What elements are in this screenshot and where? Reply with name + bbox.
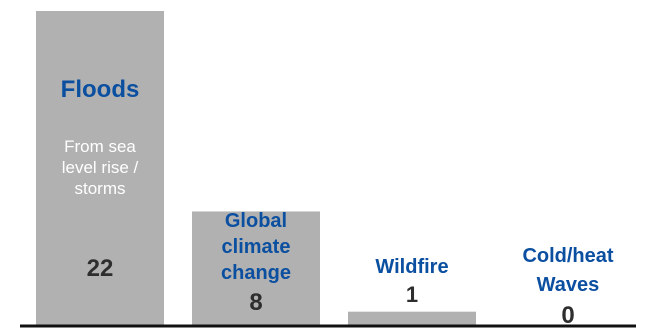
value-label-floods: 22	[87, 255, 114, 282]
bar-wildfire	[348, 311, 476, 326]
value-label-global-climate-change: 8	[249, 289, 262, 316]
bar-floods	[36, 11, 164, 326]
labels-group: Floods From sea level rise / storms 22 Global…	[61, 76, 614, 329]
value-label-wildfire: 1	[406, 282, 418, 307]
category-label-wildfire: Wildfire	[375, 256, 448, 278]
subtitle-label-floods-0: From sea	[64, 137, 136, 156]
category-label-global-climate-change-1: climate	[222, 236, 291, 258]
category-label-floods: Floods	[61, 76, 140, 103]
subtitle-label-floods-1: level rise /	[62, 158, 139, 177]
category-label-global-climate-change-2: change	[221, 262, 291, 284]
value-label-cold-heat-waves: 0	[561, 302, 574, 329]
category-label-global-climate-change-0: Global	[225, 210, 287, 232]
bars-group	[36, 11, 476, 326]
category-label-cold-heat-waves-0: Cold/heat	[522, 245, 613, 267]
subtitle-label-floods-2: storms	[75, 179, 126, 198]
bar-global-climate-change	[192, 211, 320, 326]
category-label-cold-heat-waves-1: Waves	[537, 274, 600, 296]
